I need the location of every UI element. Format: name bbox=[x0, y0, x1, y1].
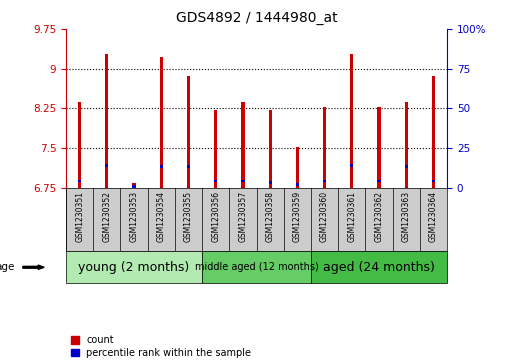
Bar bbox=[404, 165, 408, 168]
Text: aged (24 months): aged (24 months) bbox=[323, 261, 435, 274]
Bar bbox=[105, 54, 109, 188]
Text: GSM1230362: GSM1230362 bbox=[374, 191, 384, 242]
Bar bbox=[296, 147, 299, 188]
Text: middle aged (12 months): middle aged (12 months) bbox=[195, 262, 319, 272]
Bar bbox=[133, 185, 136, 188]
Bar bbox=[269, 110, 272, 188]
Text: age: age bbox=[0, 262, 15, 272]
Bar bbox=[269, 181, 272, 184]
Bar bbox=[432, 180, 435, 183]
Bar bbox=[105, 164, 109, 167]
Text: GSM1230357: GSM1230357 bbox=[238, 191, 247, 242]
Text: GSM1230355: GSM1230355 bbox=[184, 191, 193, 242]
Text: young (2 months): young (2 months) bbox=[78, 261, 189, 274]
Bar bbox=[350, 54, 354, 188]
Bar bbox=[214, 180, 217, 183]
Legend: count, percentile rank within the sample: count, percentile rank within the sample bbox=[71, 335, 251, 358]
Text: GSM1230353: GSM1230353 bbox=[130, 191, 139, 242]
Text: GSM1230358: GSM1230358 bbox=[266, 191, 275, 242]
Bar bbox=[323, 180, 326, 183]
Bar bbox=[377, 107, 380, 188]
Bar bbox=[160, 57, 163, 188]
Bar bbox=[404, 102, 408, 188]
Bar bbox=[311, 251, 447, 283]
Text: GSM1230364: GSM1230364 bbox=[429, 191, 438, 242]
Bar bbox=[202, 251, 311, 283]
Bar bbox=[78, 180, 81, 183]
Text: GSM1230360: GSM1230360 bbox=[320, 191, 329, 242]
Bar bbox=[241, 102, 244, 188]
Title: GDS4892 / 1444980_at: GDS4892 / 1444980_at bbox=[176, 11, 337, 25]
Text: GSM1230363: GSM1230363 bbox=[402, 191, 411, 242]
Bar bbox=[377, 180, 380, 183]
Text: GSM1230352: GSM1230352 bbox=[102, 191, 111, 242]
Bar bbox=[133, 183, 136, 188]
Bar bbox=[296, 183, 299, 185]
Text: GSM1230356: GSM1230356 bbox=[211, 191, 220, 242]
Bar bbox=[187, 76, 190, 188]
Bar bbox=[323, 107, 326, 188]
Text: GSM1230361: GSM1230361 bbox=[347, 191, 356, 242]
Bar bbox=[160, 165, 163, 168]
Bar bbox=[78, 102, 81, 188]
Bar bbox=[350, 164, 354, 167]
Bar bbox=[214, 110, 217, 188]
Text: GSM1230359: GSM1230359 bbox=[293, 191, 302, 242]
Bar bbox=[241, 180, 244, 183]
Text: GSM1230354: GSM1230354 bbox=[157, 191, 166, 242]
Text: GSM1230351: GSM1230351 bbox=[75, 191, 84, 242]
Bar bbox=[432, 76, 435, 188]
Bar bbox=[187, 165, 190, 168]
Bar bbox=[66, 251, 202, 283]
